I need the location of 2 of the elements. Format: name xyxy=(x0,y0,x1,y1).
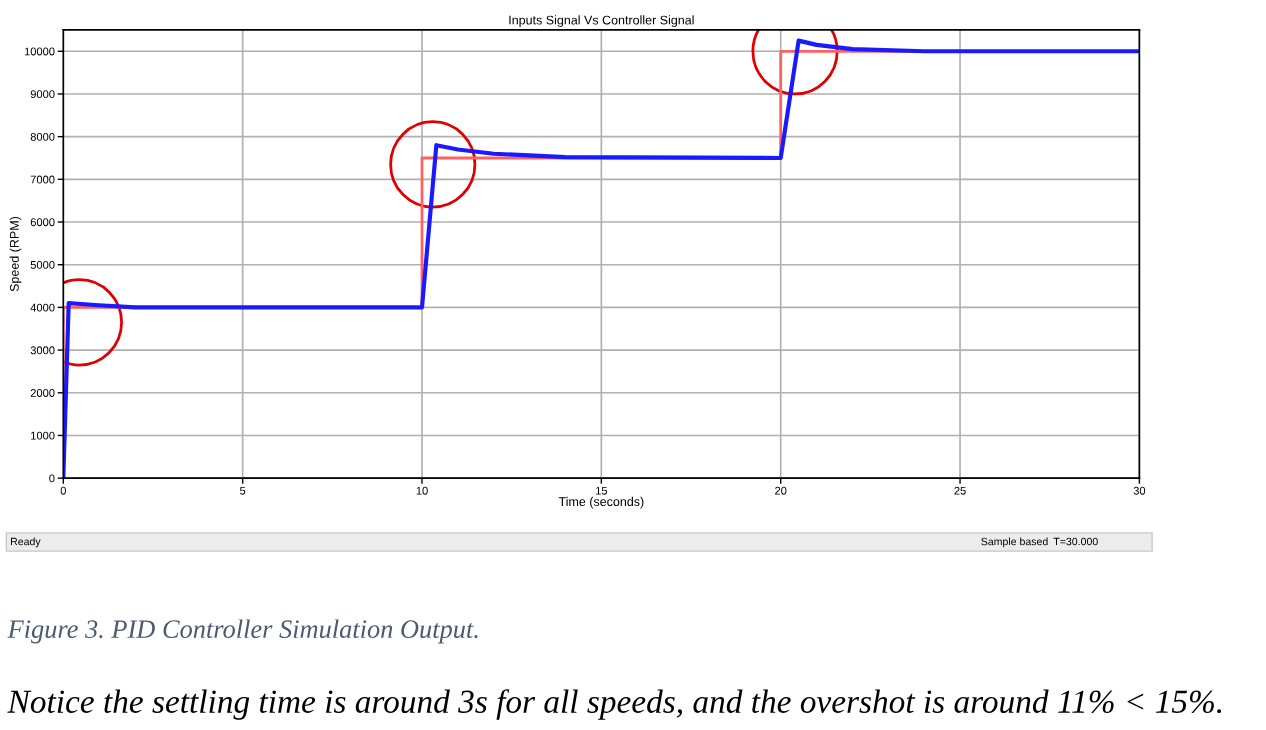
caption: Figure 3. PID Controller Simulation Output. xyxy=(7,619,478,644)
text: Notice the settling time is around 3s for all speeds, and the overshot is around 11% < 15%. xyxy=(7,689,1222,720)
